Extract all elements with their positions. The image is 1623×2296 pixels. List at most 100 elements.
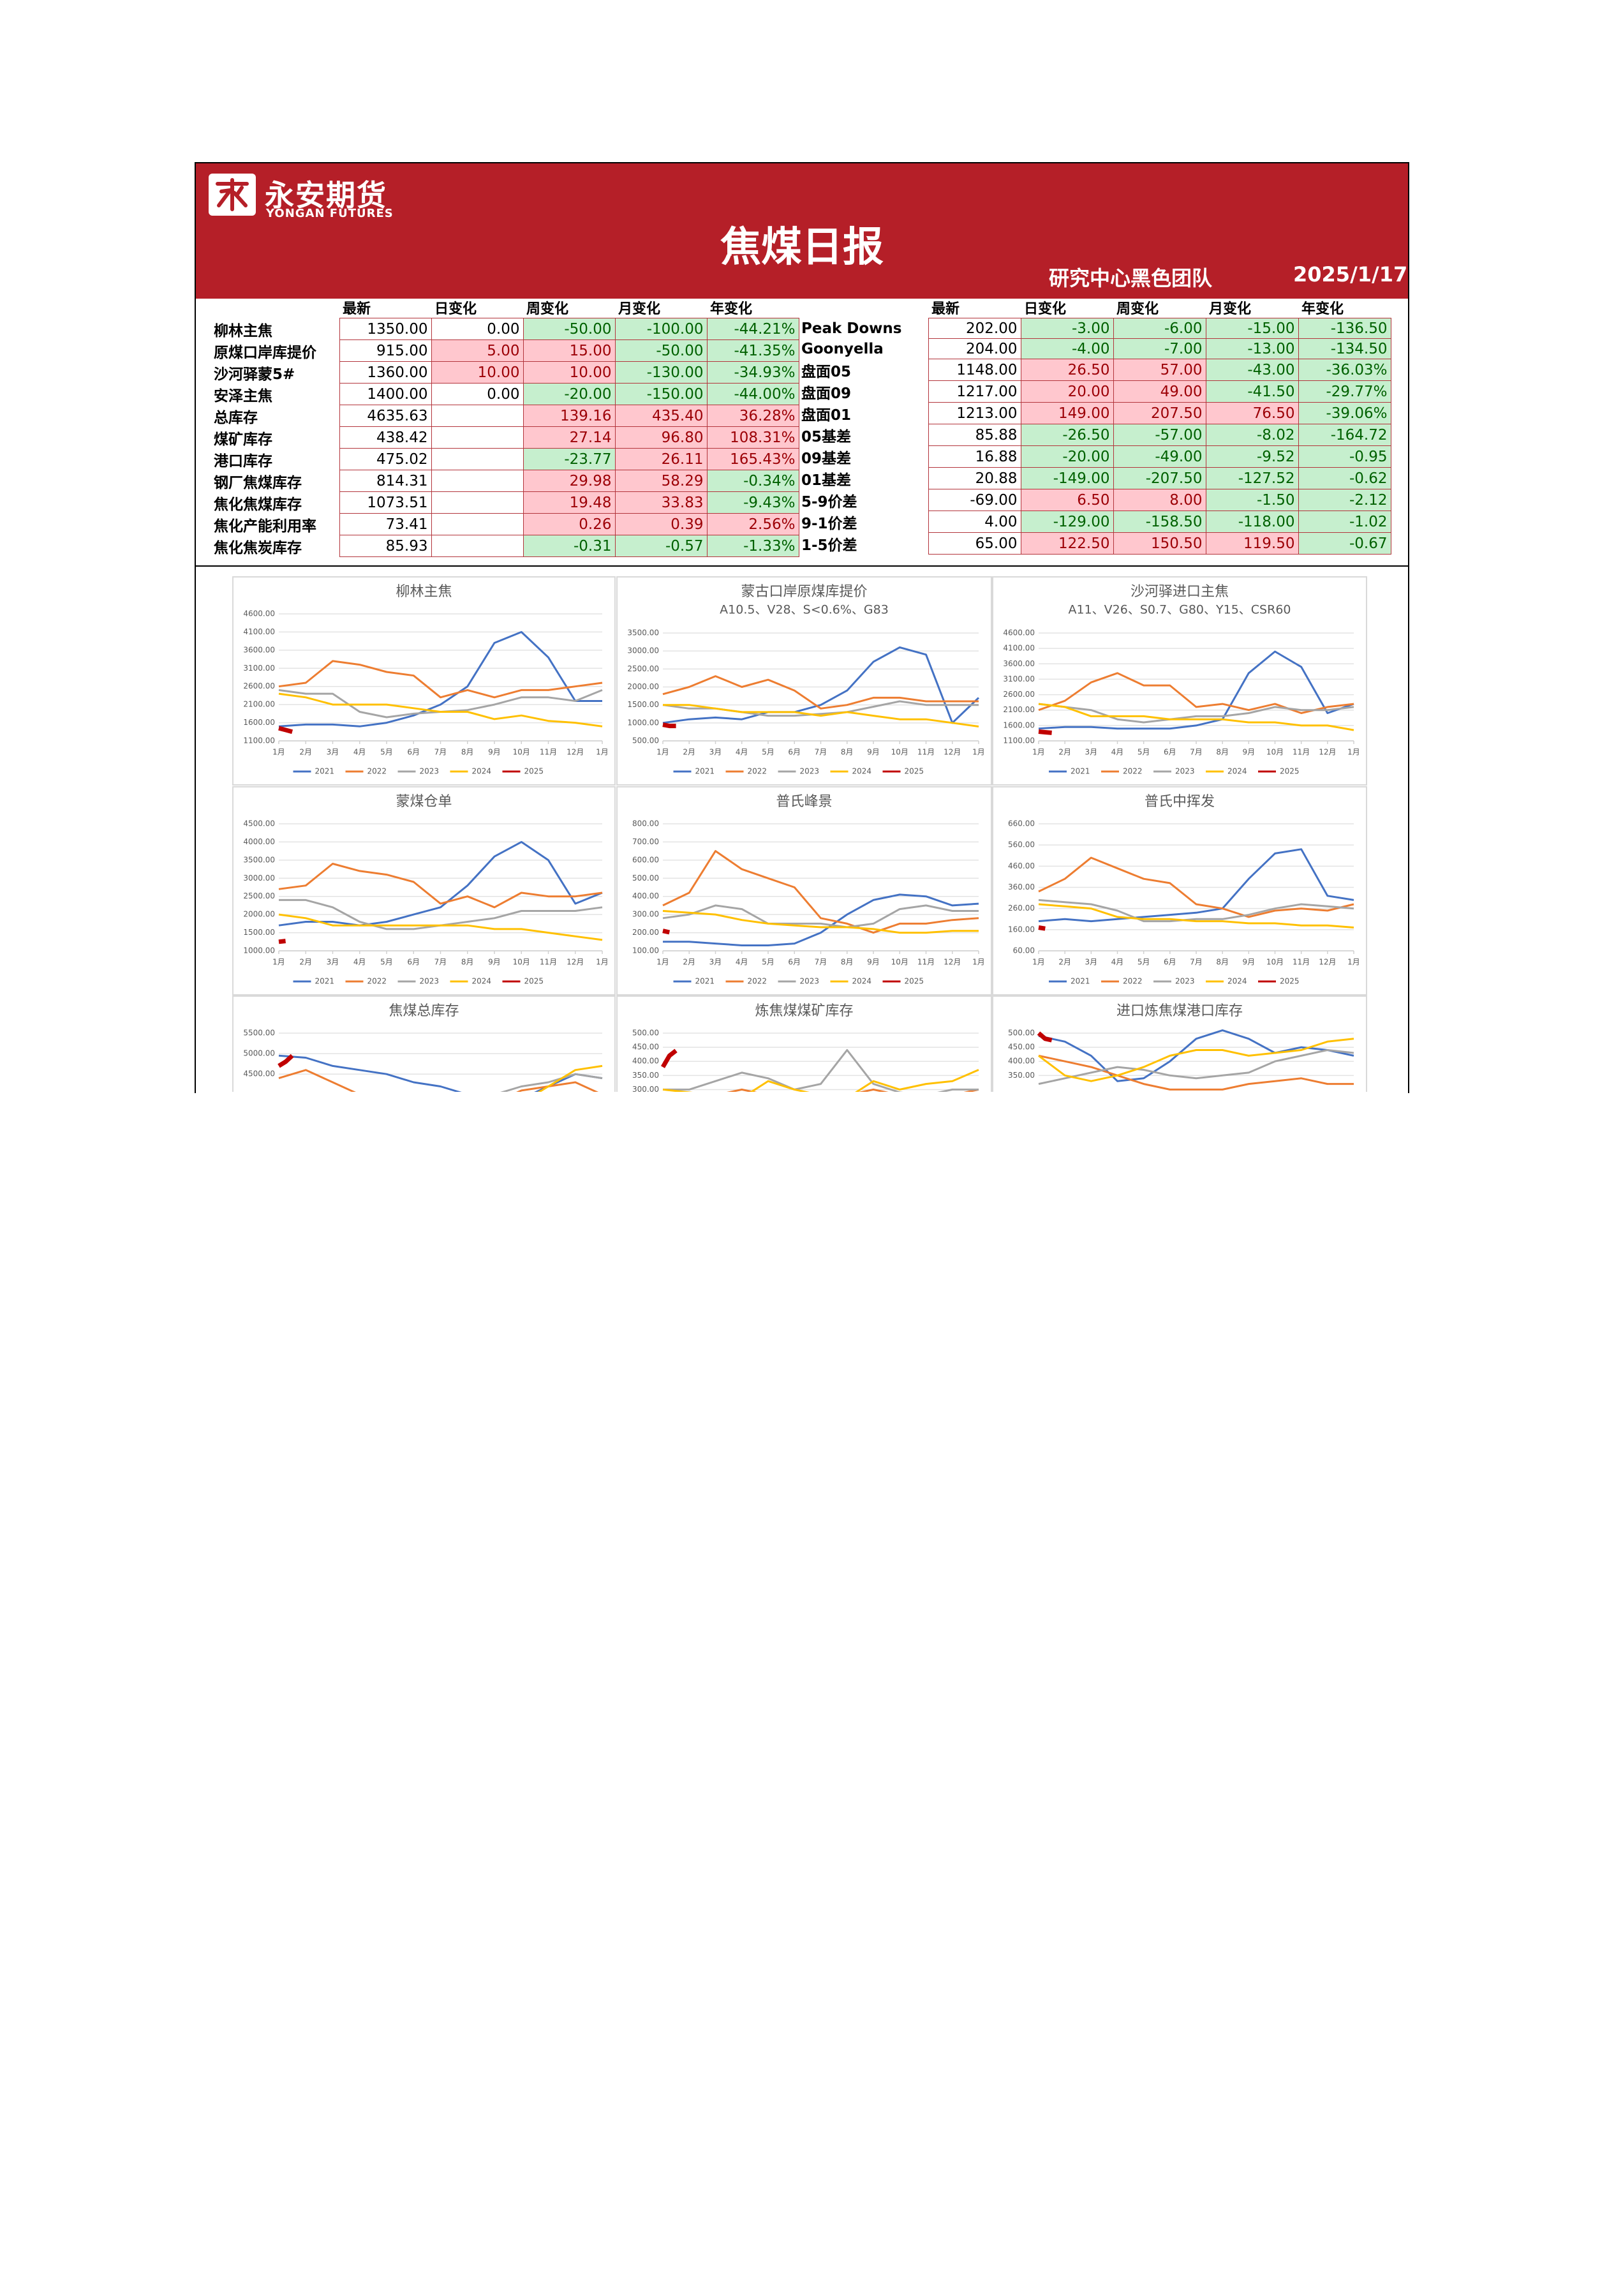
legend-label: 2021 xyxy=(1071,977,1090,986)
value-cell: 0.39 xyxy=(614,513,708,535)
value-cell: 438.42 xyxy=(339,426,432,449)
row-label: 05基差 xyxy=(801,428,852,445)
header-cell xyxy=(801,297,928,318)
series-line xyxy=(1038,650,1354,730)
value-cell: 10.00 xyxy=(522,361,616,384)
x-tick-label: 4月 xyxy=(1111,748,1124,757)
y-tick-label: 200.00 xyxy=(632,928,659,937)
x-tick-label: 8月 xyxy=(1216,748,1229,757)
series-line xyxy=(662,675,979,710)
chart-title: 蒙煤仓单 xyxy=(396,794,452,810)
legend-label: 2024 xyxy=(472,767,492,776)
x-tick-label: 11月 xyxy=(917,958,935,967)
value-cell: 20.00 xyxy=(1020,380,1114,403)
value-cell: 58.29 xyxy=(614,470,708,492)
y-tick-label: 350.00 xyxy=(632,1071,659,1080)
legend-label: 2025 xyxy=(524,977,544,986)
legend-label: 2023 xyxy=(420,977,440,986)
chart-title: 焦煤总库存 xyxy=(389,1003,459,1019)
x-tick-label: 4月 xyxy=(736,748,748,757)
y-tick-label: 450.00 xyxy=(632,1043,659,1052)
x-tick-label: 10月 xyxy=(513,958,530,967)
value-cell xyxy=(431,470,524,492)
value-cell: 27.14 xyxy=(522,426,616,449)
y-tick-label: 3100.00 xyxy=(243,664,275,673)
chart-title: 沙河驿进口主焦 xyxy=(1130,584,1229,600)
y-tick-label: 360.00 xyxy=(1008,883,1035,891)
x-tick-label: 1月 xyxy=(272,748,285,757)
row-label: 5-9价差 xyxy=(801,493,857,511)
value-cell: 57.00 xyxy=(1113,359,1206,381)
legend-label: 2025 xyxy=(1280,977,1300,986)
value-cell: 149.00 xyxy=(1020,402,1114,424)
value-cell: -44.00% xyxy=(706,383,799,405)
series-line xyxy=(663,704,979,727)
value-cell xyxy=(431,405,524,427)
series-line xyxy=(278,1054,294,1068)
value-cell: -9.43% xyxy=(706,491,799,514)
y-tick-label: 400.00 xyxy=(632,1057,659,1066)
y-tick-label: 1500.00 xyxy=(243,928,275,937)
series-line xyxy=(663,893,979,946)
value-cell: -0.31 xyxy=(522,535,616,557)
value-cell: -2.12 xyxy=(1298,489,1391,511)
x-tick-label: 3月 xyxy=(327,748,339,757)
row-label: 港口库存 xyxy=(214,452,272,470)
legend-label: 2024 xyxy=(852,767,872,776)
x-tick-label: 2月 xyxy=(683,748,695,757)
value-cell: 202.00 xyxy=(928,318,1021,339)
value-cell: 108.31% xyxy=(706,426,799,449)
x-tick-label: 10月 xyxy=(891,748,908,757)
logo-icon xyxy=(209,174,256,216)
x-tick-label: 2月 xyxy=(299,958,312,967)
chart-panel xyxy=(992,576,1367,786)
x-tick-label: 12月 xyxy=(1319,748,1336,757)
y-tick-label: 4100.00 xyxy=(1003,644,1035,653)
x-tick-label: 10月 xyxy=(1266,958,1284,967)
x-tick-label: 1月 xyxy=(596,958,609,967)
table-row: Goonyella 204.00 -4.00 -7.00 -13.00 -134.50 xyxy=(801,338,1391,359)
x-tick-label: 1月 xyxy=(972,748,985,757)
series-line xyxy=(662,722,676,729)
y-tick-label: 500.00 xyxy=(1008,1029,1035,1038)
value-cell: 76.50 xyxy=(1205,402,1299,424)
value-cell: 49.00 xyxy=(1113,380,1206,403)
table-row: 05基差 85.88 -26.50 -57.00 -8.02 -164.72 xyxy=(801,424,1391,446)
table-row: 9-1价差 4.00 -129.00 -158.50 -118.00 -1.02 xyxy=(801,511,1391,533)
x-tick-label: 6月 xyxy=(407,958,420,967)
series-line xyxy=(1037,1031,1053,1043)
header-row: 最新 日变化 周变化 月变化 年变化 xyxy=(801,297,1391,318)
x-tick-label: 8月 xyxy=(1216,958,1229,967)
legend-label: 2021 xyxy=(695,977,715,986)
series-line xyxy=(662,910,979,934)
value-cell: -34.93% xyxy=(706,361,799,384)
legend-label: 2021 xyxy=(315,767,335,776)
x-tick-label: 1月 xyxy=(656,958,669,967)
x-tick-label: 9月 xyxy=(1243,748,1256,757)
value-cell xyxy=(431,513,524,535)
y-tick-label: 160.00 xyxy=(1008,925,1035,934)
row-label: 焦化焦煤库存 xyxy=(214,496,302,513)
value-cell: 435.40 xyxy=(614,405,708,427)
x-tick-label: 1月 xyxy=(272,958,285,967)
legend-label: 2022 xyxy=(367,767,387,776)
header-cell: 最新 xyxy=(931,301,960,317)
series-line xyxy=(1038,1054,1354,1091)
x-tick-label: 8月 xyxy=(461,748,474,757)
x-tick-label: 6月 xyxy=(1164,748,1176,757)
series-line xyxy=(500,1073,603,1092)
x-tick-label: 7月 xyxy=(815,748,827,757)
y-tick-label: 2100.00 xyxy=(1003,705,1035,714)
value-cell: -0.95 xyxy=(1298,445,1391,468)
y-tick-label: 4100.00 xyxy=(243,627,275,636)
legend-label: 2024 xyxy=(472,977,492,986)
value-cell: 0.00 xyxy=(431,318,524,340)
value-cell: 29.98 xyxy=(522,470,616,492)
x-tick-label: 3月 xyxy=(327,958,339,967)
table-row: 焦化焦煤库存 1073.51 19.48 33.83 -9.43% xyxy=(214,491,799,514)
y-tick-label: 260.00 xyxy=(1008,904,1035,913)
value-cell: 1360.00 xyxy=(339,361,432,384)
x-tick-label: 9月 xyxy=(867,748,880,757)
y-tick-label: 1600.00 xyxy=(1003,720,1035,729)
